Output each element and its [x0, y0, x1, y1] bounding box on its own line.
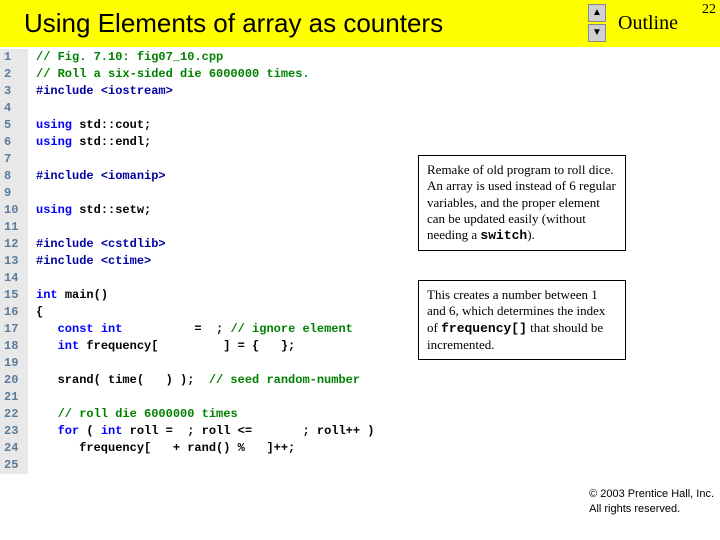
- nav-up-button[interactable]: ▲: [588, 4, 606, 22]
- line-number: 18: [0, 338, 28, 355]
- code-content: frequency[ + rand() % ]++;: [28, 440, 295, 457]
- line-number: 10: [0, 202, 28, 219]
- code-listing: 1// Fig. 7.10: fig07_10.cpp2// Roll a si…: [0, 47, 720, 476]
- code-content: const int = ; // ignore element: [28, 321, 353, 338]
- code-content: using std::endl;: [28, 134, 151, 151]
- code-line: 5using std::cout;: [0, 117, 720, 134]
- line-number: 11: [0, 219, 28, 236]
- code-line: 25: [0, 457, 720, 474]
- line-number: 14: [0, 270, 28, 287]
- callout-mono: switch: [480, 228, 527, 243]
- code-content: [28, 219, 43, 236]
- line-number: 9: [0, 185, 28, 202]
- code-line: 2// Roll a six-sided die 6000000 times.: [0, 66, 720, 83]
- line-number: 13: [0, 253, 28, 270]
- callout-text-b: ).: [527, 227, 535, 242]
- code-line: 3#include <iostream>: [0, 83, 720, 100]
- code-content: // Fig. 7.10: fig07_10.cpp: [28, 49, 223, 66]
- code-line: 24 frequency[ + rand() % ]++;: [0, 440, 720, 457]
- code-content: using std::setw;: [28, 202, 151, 219]
- code-content: {: [28, 304, 43, 321]
- nav-down-button[interactable]: ▼: [588, 24, 606, 42]
- code-content: [28, 151, 43, 168]
- line-number: 3: [0, 83, 28, 100]
- code-content: int main(): [28, 287, 108, 304]
- code-content: [28, 389, 43, 406]
- code-content: [28, 270, 43, 287]
- line-number: 22: [0, 406, 28, 423]
- code-line: 21: [0, 389, 720, 406]
- line-number: 7: [0, 151, 28, 168]
- line-number: 24: [0, 440, 28, 457]
- line-number: 23: [0, 423, 28, 440]
- code-content: #include <iostream>: [28, 83, 173, 100]
- outline-label: Outline: [618, 12, 678, 35]
- code-content: [28, 355, 43, 372]
- code-line: 13#include <ctime>: [0, 253, 720, 270]
- code-content: [28, 100, 43, 117]
- line-number: 21: [0, 389, 28, 406]
- copyright-line2: All rights reserved.: [589, 502, 714, 516]
- code-line: 23 for ( int roll = ; roll <= ; roll++ ): [0, 423, 720, 440]
- code-content: #include <iomanip>: [28, 168, 166, 185]
- line-number: 4: [0, 100, 28, 117]
- line-number: 12: [0, 236, 28, 253]
- code-line: 22 // roll die 6000000 times: [0, 406, 720, 423]
- code-content: [28, 185, 43, 202]
- callout-frequency: This creates a number between 1 and 6, w…: [418, 280, 626, 360]
- code-line: 1// Fig. 7.10: fig07_10.cpp: [0, 49, 720, 66]
- slide-title: Using Elements of array as counters: [24, 8, 443, 39]
- code-content: srand( time( ) ); // seed random-number: [28, 372, 360, 389]
- line-number: 5: [0, 117, 28, 134]
- copyright-footer: © 2003 Prentice Hall, Inc. All rights re…: [589, 487, 714, 516]
- code-content: #include <ctime>: [28, 253, 151, 270]
- code-content: int frequency[ ] = { };: [28, 338, 295, 355]
- code-content: [28, 457, 43, 474]
- code-content: using std::cout;: [28, 117, 151, 134]
- line-number: 15: [0, 287, 28, 304]
- code-content: #include <cstdlib>: [28, 236, 166, 253]
- callout-remake: Remake of old program to roll dice. An a…: [418, 155, 626, 251]
- line-number: 17: [0, 321, 28, 338]
- line-number: 6: [0, 134, 28, 151]
- line-number: 25: [0, 457, 28, 474]
- code-line: 6using std::endl;: [0, 134, 720, 151]
- code-line: 20 srand( time( ) ); // seed random-numb…: [0, 372, 720, 389]
- copyright-line1: © 2003 Prentice Hall, Inc.: [589, 487, 714, 501]
- code-content: // Roll a six-sided die 6000000 times.: [28, 66, 310, 83]
- line-number: 8: [0, 168, 28, 185]
- line-number: 2: [0, 66, 28, 83]
- outline-nav: ▲ ▼ Outline: [588, 4, 678, 42]
- page-number: 22: [702, 2, 716, 18]
- code-content: for ( int roll = ; roll <= ; roll++ ): [28, 423, 374, 440]
- callout2-mono: frequency[]: [441, 321, 527, 336]
- line-number: 19: [0, 355, 28, 372]
- line-number: 1: [0, 49, 28, 66]
- line-number: 16: [0, 304, 28, 321]
- code-line: 4: [0, 100, 720, 117]
- code-content: // roll die 6000000 times: [28, 406, 238, 423]
- line-number: 20: [0, 372, 28, 389]
